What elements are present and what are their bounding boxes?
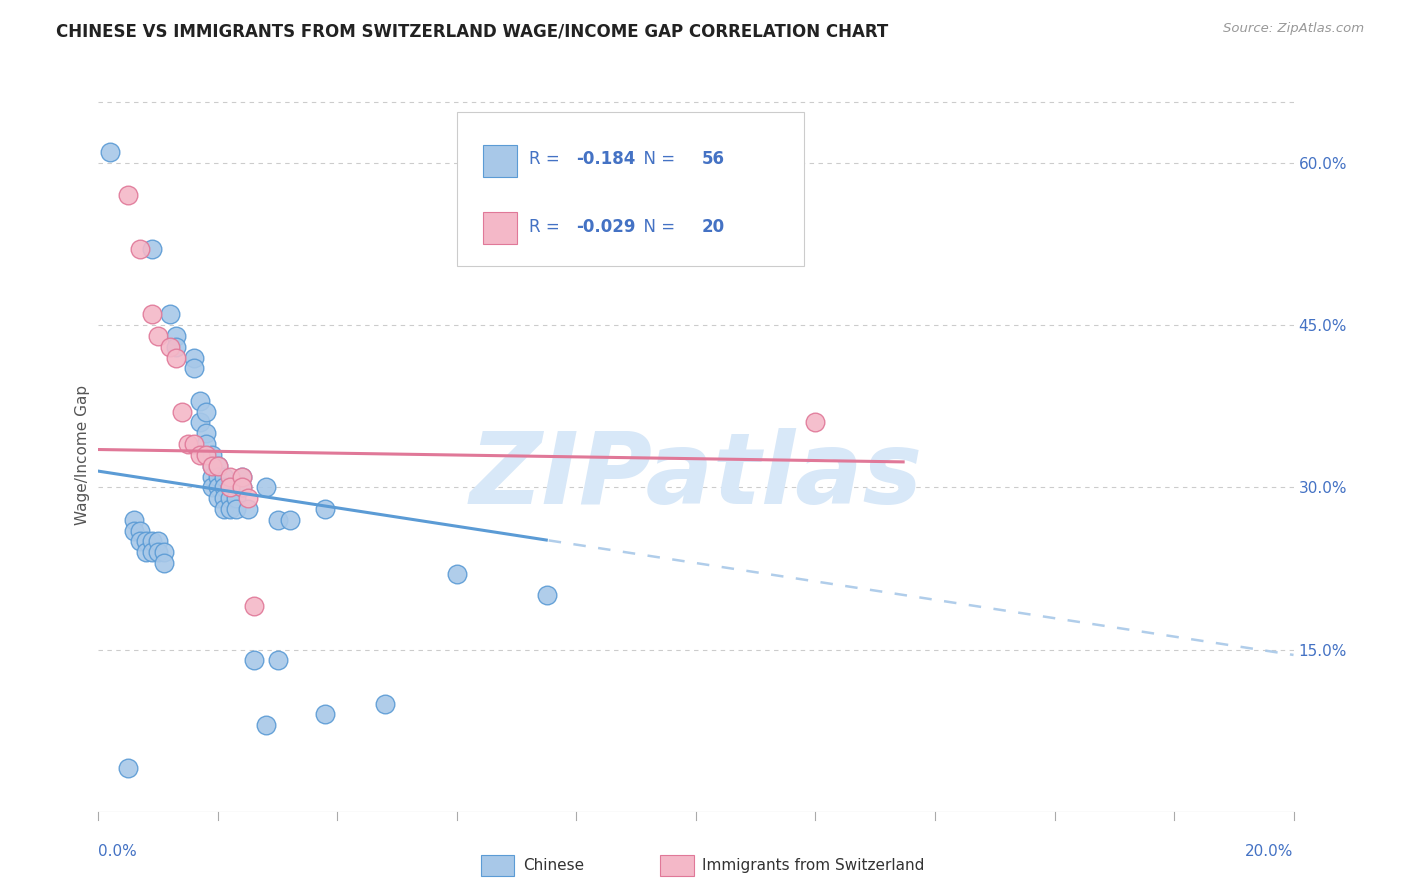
Point (141, 534, 163, 549)
Text: CHINESE VS IMMIGRANTS FROM SWITZERLAND WAGE/INCOME GAP CORRELATION CHART: CHINESE VS IMMIGRANTS FROM SWITZERLAND W… (56, 22, 889, 40)
Text: N =: N = (633, 150, 681, 168)
Text: ZIPatlas: ZIPatlas (470, 428, 922, 524)
Point (219, 491, 242, 505)
Text: R =: R = (529, 218, 565, 235)
Point (141, 243, 163, 257)
Point (201, 480, 224, 494)
Point (231, 480, 253, 494)
Point (100, 145, 122, 160)
Point (219, 502, 242, 516)
Point (124, 513, 146, 527)
Point (207, 469, 229, 483)
Point (201, 469, 224, 483)
Point (231, 480, 253, 494)
Text: Source: ZipAtlas.com: Source: ZipAtlas.com (1223, 22, 1364, 36)
Point (159, 307, 181, 321)
Text: 56: 56 (702, 150, 725, 168)
Point (236, 491, 259, 505)
Text: R =: R = (529, 150, 565, 168)
Text: 20.0%: 20.0% (1246, 844, 1294, 859)
Point (219, 480, 242, 494)
Point (212, 469, 235, 483)
Point (219, 480, 242, 494)
Point (219, 469, 242, 483)
Point (212, 502, 235, 516)
Point (374, 697, 396, 711)
Y-axis label: Wage/Income Gap: Wage/Income Gap (75, 384, 90, 525)
Point (207, 480, 229, 494)
Point (315, 707, 337, 722)
Point (207, 491, 229, 505)
Point (315, 502, 337, 516)
Point (278, 513, 301, 527)
Point (195, 437, 218, 451)
Point (188, 393, 211, 408)
Point (124, 524, 146, 538)
Text: 20: 20 (702, 218, 725, 235)
FancyBboxPatch shape (484, 145, 517, 177)
Point (159, 340, 181, 354)
Point (141, 307, 163, 321)
Point (188, 416, 211, 430)
FancyBboxPatch shape (484, 212, 517, 244)
Point (225, 491, 247, 505)
FancyBboxPatch shape (481, 855, 515, 876)
Point (165, 340, 187, 354)
Point (153, 556, 176, 570)
Point (446, 566, 468, 581)
Point (183, 437, 205, 451)
Point (129, 524, 152, 538)
Point (225, 502, 247, 516)
Point (141, 545, 163, 559)
Point (267, 513, 290, 527)
Point (117, 188, 139, 202)
Point (212, 491, 235, 505)
Point (148, 329, 170, 343)
Point (172, 405, 194, 419)
Point (195, 448, 218, 462)
Point (183, 351, 205, 365)
Point (212, 480, 235, 494)
Point (153, 545, 176, 559)
Text: Immigrants from Switzerland: Immigrants from Switzerland (702, 858, 924, 872)
Point (243, 599, 266, 614)
Point (231, 469, 253, 483)
Point (236, 502, 259, 516)
Point (177, 437, 200, 451)
FancyBboxPatch shape (457, 112, 804, 266)
Point (117, 762, 139, 776)
Point (129, 534, 152, 549)
Point (195, 405, 218, 419)
Point (254, 480, 277, 494)
Point (201, 448, 224, 462)
Point (165, 329, 187, 343)
Point (135, 545, 157, 559)
Point (183, 361, 205, 376)
Point (243, 653, 266, 667)
Point (148, 545, 170, 559)
Point (129, 243, 152, 257)
Text: 0.0%: 0.0% (98, 844, 138, 859)
Point (165, 351, 187, 365)
FancyBboxPatch shape (661, 855, 693, 876)
Text: Chinese: Chinese (523, 858, 583, 872)
Point (207, 458, 229, 473)
Text: N =: N = (633, 218, 681, 235)
Point (135, 534, 157, 549)
Point (804, 416, 827, 430)
Point (536, 589, 558, 603)
Point (201, 458, 224, 473)
Point (207, 458, 229, 473)
Point (195, 426, 218, 441)
Point (148, 534, 170, 549)
Point (254, 718, 277, 732)
Point (201, 458, 224, 473)
Point (231, 469, 253, 483)
Point (267, 653, 290, 667)
Text: -0.029: -0.029 (576, 218, 636, 235)
Text: -0.184: -0.184 (576, 150, 636, 168)
Point (188, 448, 211, 462)
